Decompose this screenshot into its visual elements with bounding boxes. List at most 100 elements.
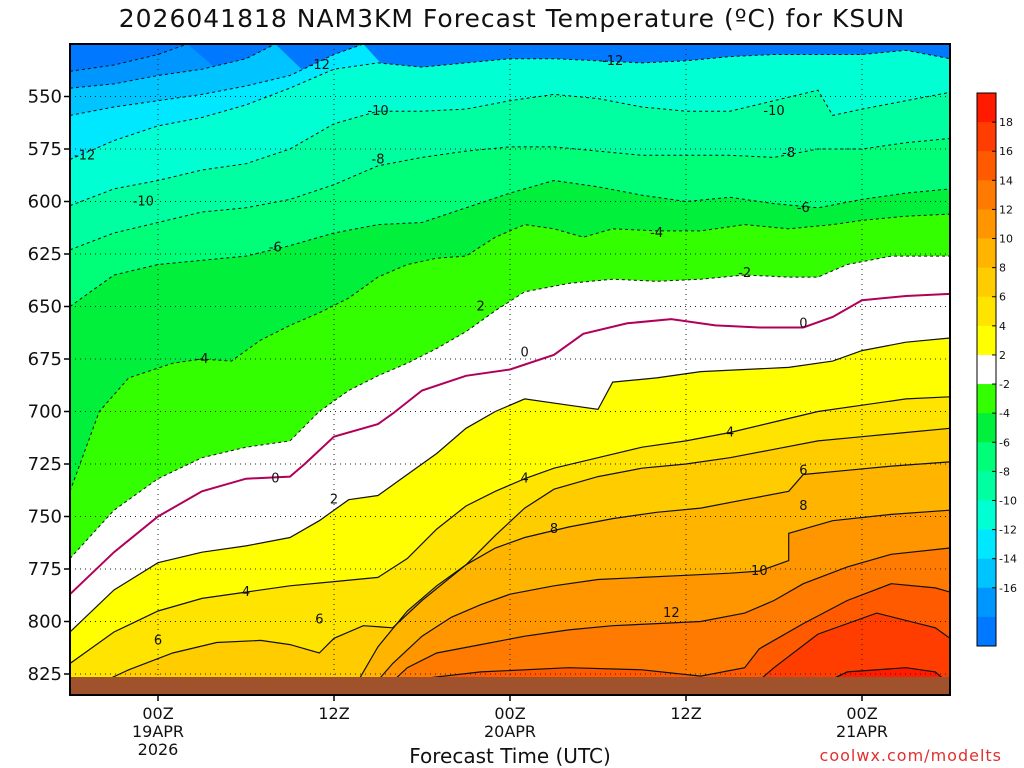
x-tick-label-line: 00Z (846, 704, 877, 723)
isotherm-line--18 (70, 44, 188, 72)
x-tick-label: 00Z 19APR 2026 (132, 704, 184, 759)
y-tick-label: 600 (28, 192, 62, 213)
colorbar-segment (977, 558, 996, 589)
colorbar-tick-label: -16 (999, 582, 1017, 595)
colorbar-tick-label: 10 (999, 233, 1013, 246)
isotherm-line-2 (70, 337, 950, 633)
colorbar-segment (977, 442, 996, 472)
contour-label: 0 (271, 472, 279, 487)
contour-label: 2 (330, 493, 338, 508)
contour-label: -8 (372, 153, 385, 168)
colorbar-segment (977, 238, 996, 269)
colorbar-tick-label: -14 (999, 553, 1017, 566)
colorbar-segment (977, 209, 996, 240)
contour-label: -12 (74, 148, 95, 163)
contour-label: -12 (602, 54, 623, 69)
credit-link[interactable]: coolwx.com/modelts (819, 746, 1002, 765)
y-tick-label: 575 (28, 139, 62, 160)
temperature-fill-layer (70, 44, 950, 695)
y-tick-label: 625 (28, 244, 62, 265)
contour-label: 8 (550, 522, 558, 537)
x-tick-label-line: 00Z (142, 704, 173, 723)
colorbar-tick-label: 14 (999, 174, 1013, 187)
colorbar-frame (976, 92, 997, 647)
y-axis: 550 575 600 625 650 675 700 725 750 775 800 825 (28, 87, 70, 685)
isotherm-line-4 (70, 396, 950, 664)
colorbar-segment (977, 180, 996, 210)
isotherm-line--8 (70, 138, 950, 251)
colorbar-segment (977, 587, 996, 618)
contour-label: -8 (782, 146, 795, 161)
colorbar-segment (977, 267, 996, 298)
contour-label: -2 (738, 266, 751, 281)
contour-label: 4 (521, 472, 529, 487)
colorbar-tick-label: 8 (999, 262, 1006, 275)
contour-label: -4 (650, 226, 663, 241)
colorbar-tick-label: -8 (999, 465, 1010, 478)
contour-label: 12 (663, 606, 680, 621)
colorbar-segment (977, 325, 996, 356)
isotherm-line-12 (289, 547, 950, 695)
isotherm-line-10 (364, 509, 950, 695)
x-tick-label-line: 19APR (132, 722, 184, 741)
y-tick-label: 675 (28, 349, 62, 370)
x-tick-label-line: 2026 (138, 740, 179, 759)
contour-label: 2 (477, 300, 485, 315)
isotherm-line--6 (70, 179, 950, 307)
colorbar-tick-label: 4 (999, 320, 1006, 333)
isotherm-layer (70, 44, 950, 695)
y-tick-label: 775 (28, 559, 62, 580)
y-tick-label: 700 (28, 402, 62, 423)
colorbar-segment (977, 500, 996, 531)
y-tick-label: 650 (28, 297, 62, 318)
colorbar-tick-label: 18 (999, 116, 1013, 129)
contour-label: -10 (367, 104, 388, 119)
x-tick-label: 12Z (318, 704, 349, 723)
colorbar-segment (977, 354, 996, 385)
x-tick-label-line: 20APR (484, 722, 536, 741)
isotherm-line-0 (70, 292, 950, 595)
colorbar-tick-label: -2 (999, 378, 1010, 391)
contour-label: 4 (242, 585, 250, 600)
terrain-ground (70, 677, 950, 695)
contour-label: 0 (521, 346, 529, 361)
y-tick-label: 750 (28, 507, 62, 528)
contour-label: -6 (269, 241, 282, 256)
colorbar-segment (977, 413, 996, 443)
contour-label: 6 (315, 612, 323, 627)
x-tick-label: 00Z 21APR (836, 704, 888, 741)
colorbar-tick-label: 2 (999, 349, 1006, 362)
fill-band-16 (407, 613, 950, 695)
colorbar-segment (977, 296, 996, 327)
colorbar-segment (977, 529, 996, 560)
colorbar: 18 16 14 12 10 8 6 4 2 -2 -4 -6 -8 -10 -12 -14 -16 (976, 92, 1017, 647)
contour-label: -10 (763, 104, 784, 119)
colorbar-tick-label: 6 (999, 291, 1006, 304)
x-tick-label-line: 21APR (836, 722, 888, 741)
isotherm-line--12 (70, 49, 950, 160)
contour-label: -10 (133, 195, 154, 210)
colorbar-tick-label: -10 (999, 494, 1017, 507)
isotherm-line-8 (349, 461, 950, 695)
x-tick-label-line: 12Z (670, 704, 701, 723)
grid-layer (70, 44, 950, 695)
x-tick-label-line: 00Z (494, 704, 525, 723)
isotherm-line--2 (70, 255, 950, 559)
y-tick-label: 550 (28, 87, 62, 108)
chart-title: 2026041818 NAM3KM Forecast Temperature (… (118, 4, 906, 33)
colorbar-segment (977, 471, 996, 501)
colorbar-segment (977, 616, 996, 647)
x-axis-label: Forecast Time (UTC) (409, 744, 611, 768)
contour-label: -12 (309, 58, 330, 73)
contour-label: 6 (154, 633, 162, 648)
contour-label: 4 (726, 426, 734, 441)
isotherm-line--14 (70, 44, 364, 116)
colorbar-segment (977, 151, 996, 181)
contour-label: 6 (799, 463, 807, 478)
contour-label: 10 (751, 564, 768, 579)
contour-label-layer: -12 -12 -10 -10 -12 -8 -8 -10 -6 -6 -4 -2 2 0 0 -4 4 4 6 0 8… (74, 54, 810, 649)
colorbar-segment (977, 384, 996, 414)
contour-label: -4 (196, 352, 209, 367)
